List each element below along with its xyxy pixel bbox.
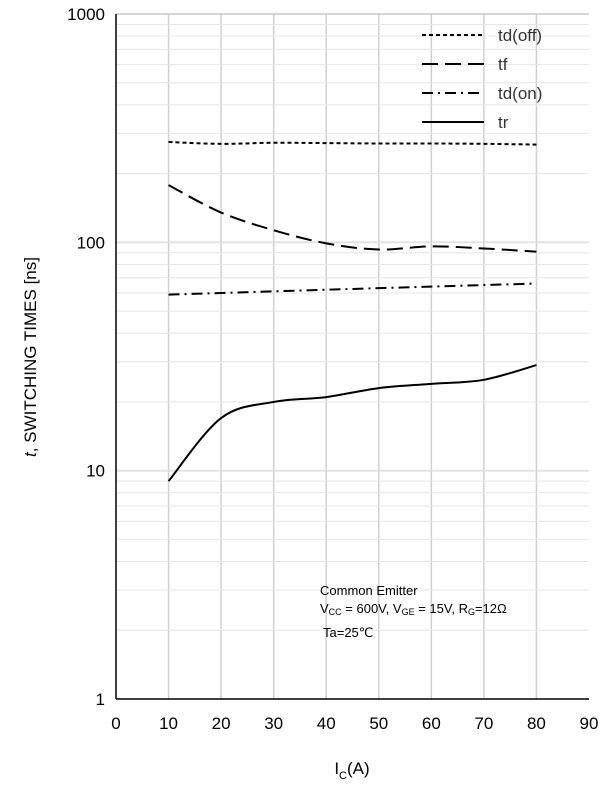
x-tick-label: 80 (527, 714, 546, 733)
y-tick-label: 1 (96, 690, 105, 709)
x-axis-label: IC(A) (334, 759, 369, 782)
series-line-tdon (168, 282, 537, 296)
series-line-tdoff (168, 141, 537, 146)
x-tick-label: 40 (317, 714, 336, 733)
annotation-line-1: Common Emitter (320, 583, 418, 598)
x-tick-label: 50 (369, 714, 388, 733)
grid (116, 13, 589, 700)
legend: td(off) tf td(on) tr (422, 26, 542, 132)
y-tick-label: 10 (86, 462, 105, 481)
x-tick-label: 60 (422, 714, 441, 733)
test-conditions-annotation: Common Emitter VCC = 600V, VGE = 15V, RG… (320, 583, 507, 640)
annotation-line-3: Ta=25℃ (323, 625, 373, 640)
legend-label: td(off) (498, 26, 542, 45)
legend-label: td(on) (498, 84, 542, 103)
legend-label: tr (498, 113, 509, 132)
x-tick-label: 70 (474, 714, 493, 733)
series-line-tf (168, 184, 537, 253)
series-lines (167, 141, 537, 482)
x-tick-label: 30 (264, 714, 283, 733)
y-tick-label: 100 (77, 233, 105, 252)
x-tick-label: 0 (111, 714, 120, 733)
x-tick-labels: 0 10 20 30 40 50 60 70 80 90 (111, 714, 598, 733)
y-axis-label: t, SWITCHING TIMES [ns] (21, 257, 40, 457)
legend-label: tf (498, 55, 508, 74)
annotation-line-2: VCC = 600V, VGE = 15V, RG=12Ω (320, 601, 507, 617)
x-tick-label: 20 (212, 714, 231, 733)
x-tick-label: 10 (159, 714, 178, 733)
x-tick-label: 90 (580, 714, 599, 733)
y-tick-labels: 1 10 100 1000 (67, 5, 105, 709)
y-tick-label: 1000 (67, 5, 105, 24)
series-line-tr (167, 364, 537, 482)
